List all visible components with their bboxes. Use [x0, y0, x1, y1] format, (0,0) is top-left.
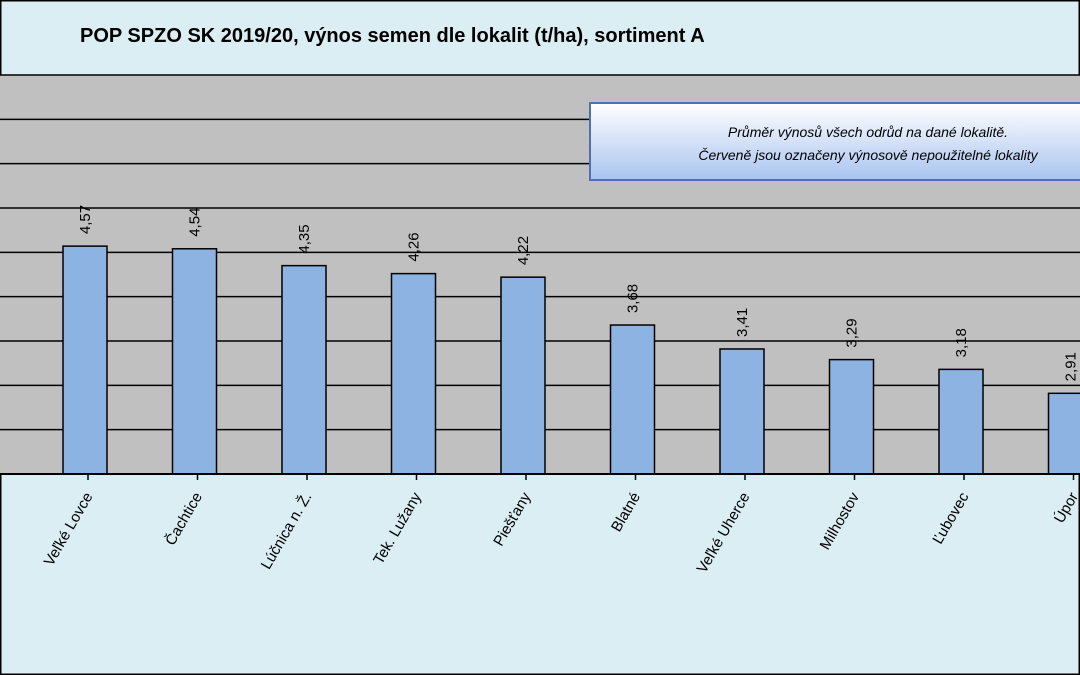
value-label: 3,68 [625, 284, 642, 313]
annotation: Průměr výnosů všech odrůd na dané lokali… [728, 124, 1008, 140]
bar [390, 272, 437, 475]
value-label: 4,35 [296, 224, 313, 253]
bar [719, 348, 765, 475]
bar [828, 358, 875, 475]
value-label: 4,57 [77, 205, 94, 234]
bar [171, 248, 218, 475]
bar [62, 245, 108, 475]
value-label: 3,18 [953, 328, 970, 357]
value-label: 3,29 [844, 318, 861, 347]
bar [609, 324, 656, 475]
value-label: 4,54 [187, 208, 204, 237]
chart-title: POP SPZO SK 2019/20, výnos semen dle lok… [80, 25, 705, 47]
value-label: 4,26 [406, 232, 423, 261]
bar [500, 276, 546, 475]
bar [281, 264, 327, 475]
value-label: 4,22 [515, 236, 532, 265]
value-label: 3,41 [734, 308, 751, 337]
annotation-box [589, 102, 1080, 181]
bar [938, 368, 984, 475]
annotation: Červeně jsou označeny výnosově nepoužite… [698, 147, 1038, 163]
value-label: 2,91 [1063, 352, 1080, 381]
bar [1047, 392, 1080, 475]
